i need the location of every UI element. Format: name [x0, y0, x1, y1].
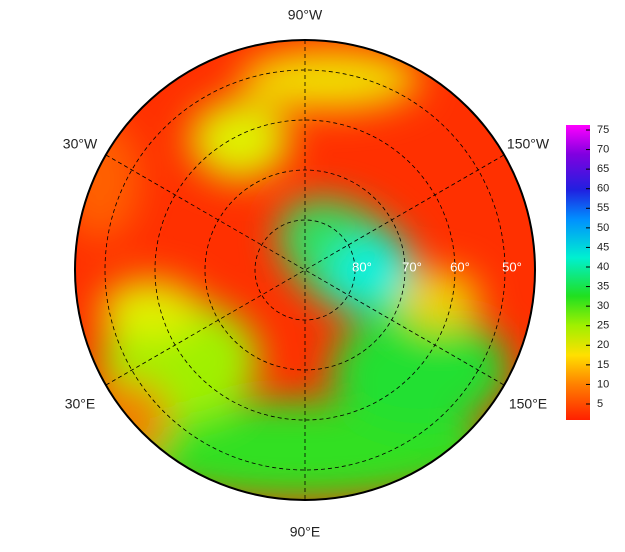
longitude-label: 30°W [63, 136, 98, 152]
colorbar-tick-label: 75 [597, 124, 609, 136]
colorbar-tick-label: 65 [597, 163, 609, 175]
map-border [74, 39, 536, 501]
colorbar-tick-label: 50 [597, 222, 609, 234]
colorbar-tick-label: 45 [597, 241, 609, 253]
latitude-label: 70° [402, 259, 422, 274]
field [75, 40, 535, 500]
colorbar-tick-label: 40 [597, 261, 609, 273]
colorbar-tick-label: 70 [597, 143, 609, 155]
colorbar-tick-label: 30 [597, 300, 609, 312]
longitude-label: 30°E [65, 396, 96, 412]
latitude-label: 50° [502, 259, 522, 274]
colorbar [566, 125, 590, 420]
colorbar-tick-label: 35 [597, 280, 609, 292]
latitude-label: 60° [450, 259, 470, 274]
colorbar-tick-label: 25 [597, 320, 609, 332]
longitude-label: 150°E [509, 396, 547, 412]
longitude-label: 90°E [290, 524, 321, 540]
colorbar-tick-label: 10 [597, 378, 609, 390]
longitude-label: 150°W [507, 136, 550, 152]
colorbar-tick-label: 60 [597, 183, 609, 195]
colorbar-tick-label: 20 [597, 339, 609, 351]
graticule [104, 40, 506, 500]
colorbar-tick-label: 15 [597, 359, 609, 371]
colorbar-tick-label: 5 [597, 398, 603, 410]
longitude-label: 90°W [288, 7, 323, 23]
colorbar-tick-label: 55 [597, 202, 609, 214]
latitude-label: 80° [352, 259, 372, 274]
